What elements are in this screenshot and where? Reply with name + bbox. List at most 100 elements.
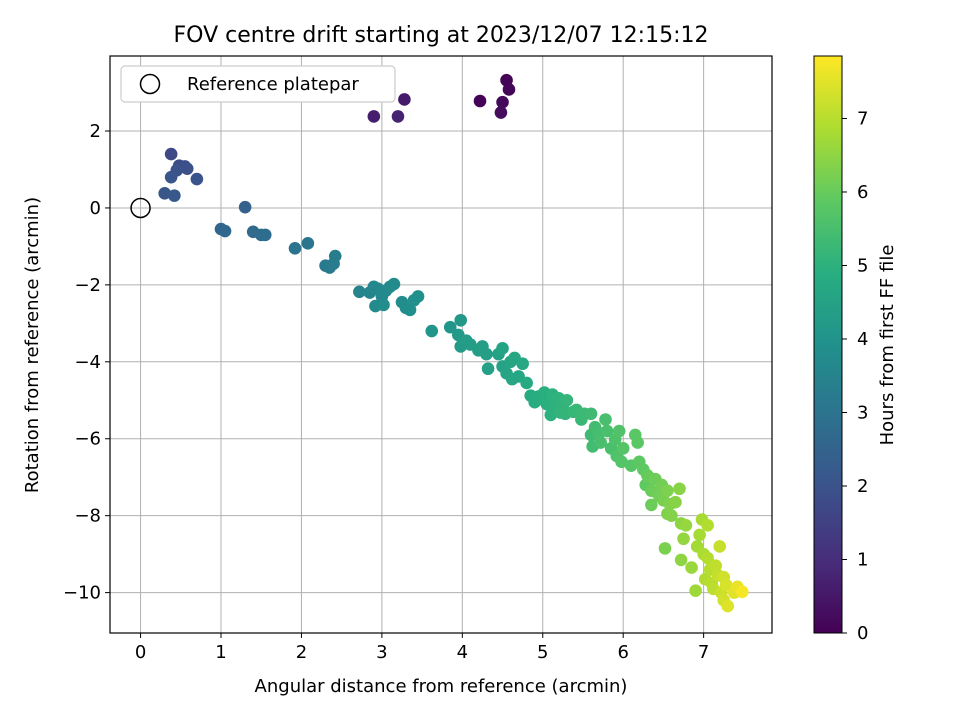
colorbar-label: Hours from first FF file — [877, 245, 898, 446]
data-point — [353, 285, 366, 299]
data-point — [443, 320, 457, 334]
grid-lines — [110, 56, 772, 633]
data-point — [658, 542, 672, 555]
data-point — [288, 242, 302, 255]
data-point — [258, 228, 272, 242]
colorbar-tick-label: 5 — [857, 255, 868, 276]
data-point — [673, 482, 686, 496]
y-tick-label: −6 — [74, 429, 101, 450]
y-tick-label: −4 — [74, 352, 101, 373]
data-point — [164, 147, 178, 161]
data-point — [612, 424, 626, 438]
reference-marker-group — [130, 197, 151, 219]
data-point — [218, 224, 232, 238]
data-point — [301, 237, 315, 250]
data-point — [328, 249, 342, 263]
data-point — [190, 172, 204, 186]
x-axis-label: Angular distance from reference (arcmin) — [255, 676, 628, 697]
colorbar-tick-label: 3 — [857, 402, 868, 423]
y-axis-ticks: 2 0 −2 −4 −6 −8 −10 — [63, 121, 110, 604]
colorbar-tick-label: 0 — [857, 623, 868, 644]
colorbar-tick-label: 7 — [857, 108, 868, 129]
data-point — [685, 561, 698, 574]
data-point — [677, 532, 690, 546]
x-tick-label: 2 — [296, 642, 307, 663]
legend-entry-label: Reference platepar — [187, 74, 359, 95]
data-point — [496, 342, 509, 355]
data-point — [544, 408, 558, 422]
data-point — [661, 484, 674, 497]
data-point — [600, 424, 614, 438]
y-tick-label: −2 — [74, 275, 101, 296]
data-point — [701, 551, 714, 565]
data-points — [158, 73, 749, 613]
x-tick-label: 7 — [698, 642, 709, 663]
x-tick-label: 1 — [215, 642, 226, 663]
data-point — [615, 455, 628, 469]
data-point — [560, 393, 574, 407]
data-point — [719, 578, 733, 592]
chart-title: FOV centre drift starting at 2023/12/07 … — [174, 23, 709, 48]
y-tick-label: 2 — [90, 121, 101, 142]
data-point — [689, 584, 702, 597]
data-point — [403, 303, 417, 317]
x-tick-label: 6 — [617, 642, 628, 663]
legend-box — [120, 65, 396, 103]
data-point — [520, 376, 533, 390]
data-point — [387, 277, 401, 291]
data-point — [398, 93, 411, 106]
x-tick-label: 4 — [457, 642, 468, 663]
data-point — [709, 559, 722, 572]
legend-reference-marker — [139, 73, 161, 95]
x-tick-label: 0 — [135, 642, 146, 663]
data-point — [594, 436, 607, 449]
data-point — [494, 106, 508, 119]
data-point — [377, 298, 390, 312]
colorbar-tick-label: 6 — [857, 182, 868, 203]
data-point — [516, 357, 529, 371]
data-point — [496, 95, 509, 109]
data-point — [168, 189, 181, 202]
data-point — [367, 110, 381, 123]
data-point — [735, 585, 749, 599]
data-point — [391, 110, 405, 123]
colorbar-gradient — [813, 55, 843, 634]
data-point — [481, 362, 495, 376]
data-point — [238, 200, 252, 214]
data-point — [473, 94, 487, 108]
legend: Reference platepar — [120, 65, 396, 103]
reference-platepar-marker — [130, 197, 151, 219]
data-point — [616, 442, 630, 455]
data-point — [164, 170, 178, 184]
data-point — [411, 290, 425, 303]
data-point — [645, 498, 658, 512]
data-point — [674, 553, 688, 567]
x-axis-ticks: 0 1 2 3 4 5 6 7 — [135, 633, 709, 663]
data-point — [425, 324, 439, 338]
colorbar-tick-label: 4 — [857, 329, 868, 350]
data-point — [665, 509, 678, 522]
y-tick-label: 0 — [90, 198, 101, 219]
data-point — [669, 495, 682, 509]
data-point — [721, 599, 735, 613]
x-tick-label: 5 — [537, 642, 548, 663]
x-tick-label: 3 — [376, 642, 387, 663]
y-axis-label: Rotation from reference (arcmin) — [22, 197, 43, 493]
data-point — [701, 518, 714, 532]
y-tick-label: −10 — [63, 583, 101, 604]
data-point — [158, 187, 171, 200]
data-point — [502, 83, 516, 96]
data-point — [180, 162, 194, 176]
colorbar: 0 1 2 3 4 5 6 7 Hours from first FF file — [813, 55, 898, 644]
data-point — [713, 540, 727, 553]
data-point — [693, 528, 706, 542]
plot-area-frame — [109, 55, 773, 634]
data-point — [480, 347, 493, 361]
data-point — [631, 436, 644, 449]
data-point — [584, 407, 598, 421]
data-point — [599, 413, 612, 426]
data-point — [679, 518, 693, 532]
colorbar-ticks: 0 1 2 3 4 5 6 7 — [842, 108, 868, 644]
data-point — [454, 313, 468, 327]
y-tick-label: −8 — [74, 506, 101, 527]
